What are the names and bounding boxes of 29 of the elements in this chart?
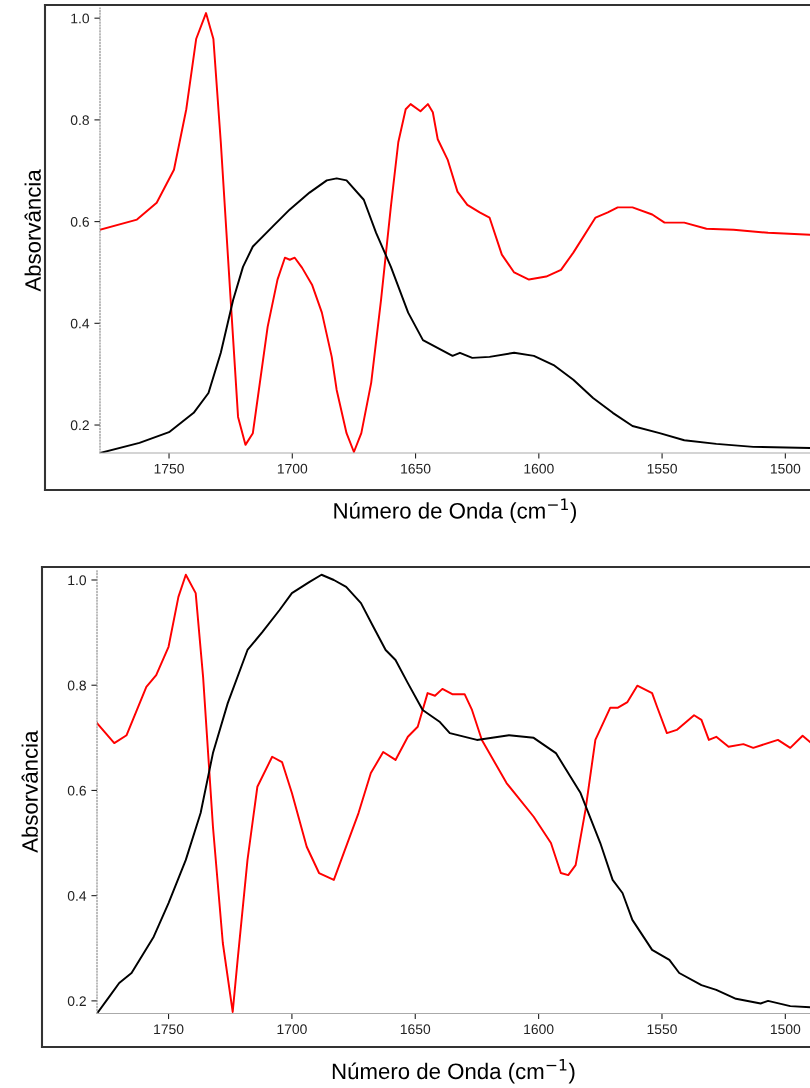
y-axis-title: Absorvância — [24, 169, 41, 292]
line-series — [100, 12, 810, 453]
y-tick-label: 0.8 — [67, 680, 86, 691]
x-tick-label: 1650 — [401, 463, 431, 474]
x-tick-label: 1750 — [154, 1024, 184, 1035]
y-tick-label: 0.2 — [67, 996, 86, 1007]
y-tick-label: 1.0 — [71, 13, 90, 24]
x-axis-title: Número de Onda (cm$^{−1}$) — [334, 498, 576, 524]
x-axis-title: Número de Onda (cm$^{−1}$) — [332, 1059, 575, 1084]
y-tick-label: 0.6 — [70, 216, 89, 227]
x-tick-label: 1500 — [770, 1024, 801, 1035]
x-tick-label: 1650 — [400, 1024, 431, 1035]
y-axis-title: Absorvância — [21, 730, 38, 853]
x-tick-label: 1700 — [277, 463, 308, 474]
y-tick-label: 0.6 — [67, 785, 86, 796]
y-tick-label: 1.0 — [68, 575, 87, 586]
x-tick-label: 1600 — [524, 1024, 554, 1035]
line-series — [100, 177, 810, 453]
x-tick-label: 1500 — [770, 463, 801, 474]
x-tick-label: 1700 — [277, 1024, 307, 1035]
x-tick-label: 1550 — [647, 463, 677, 474]
y-tick-label: 0.2 — [70, 420, 89, 431]
y-tick-label: 0.4 — [67, 890, 87, 901]
y-tick-label: 0.4 — [70, 318, 90, 329]
line-series — [97, 573, 810, 1013]
x-tick-label: 1550 — [647, 1024, 677, 1035]
x-tick-label: 1750 — [154, 463, 184, 474]
y-tick-label: 0.8 — [70, 115, 89, 126]
x-tick-label: 1600 — [524, 463, 554, 474]
